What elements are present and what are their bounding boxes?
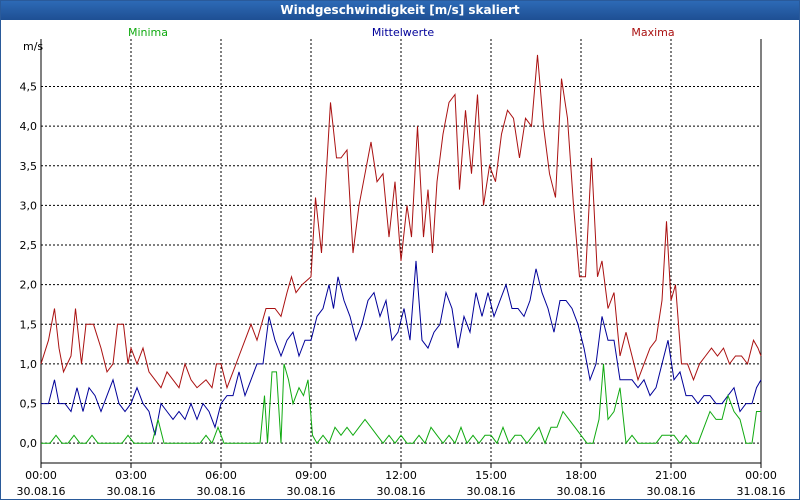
series-line-minima — [41, 363, 761, 445]
x-tick-date-4: 30.08.16 — [377, 485, 426, 498]
x-tick-date-0: 30.08.16 — [17, 485, 66, 498]
chart-title: Windgeschwindigkeit [m/s] skaliert — [1, 1, 799, 20]
x-tick-time-6: 18:00 — [565, 469, 597, 482]
y-tick-label-2: 1,0 — [20, 358, 38, 371]
legend-maxima: Maxima — [631, 26, 674, 39]
x-tick-time-4: 12:00 — [385, 469, 417, 482]
x-axis-tick-labels: 00:00 30.08.16 03:00 30.08.16 06:00 30.08.16 0… — [17, 469, 786, 498]
legend: Minima Mittelwerte Maxima — [128, 26, 675, 39]
y-tick-label-7: 3,5 — [20, 160, 38, 173]
x-tick-time-3: 09:00 — [295, 469, 327, 482]
x-tick-time-5: 15:00 — [475, 469, 507, 482]
data-series — [40, 54, 762, 445]
x-tick-time-1: 03:00 — [115, 469, 147, 482]
grid-lines — [41, 39, 761, 463]
legend-minima: Minima — [128, 26, 168, 39]
x-tick-date-2: 30.08.16 — [197, 485, 246, 498]
y-tick-label-0: 0,0 — [20, 437, 38, 450]
y-axis-tick-labels: 0,0 0,5 1,0 1,5 2,0 2,5 3,0 3,5 4,0 4,5 — [20, 81, 38, 451]
axes — [40, 39, 762, 468]
y-tick-label-5: 2,5 — [20, 239, 38, 252]
x-tick-time-2: 06:00 — [205, 469, 237, 482]
x-tick-date-8: 31.08.16 — [737, 485, 786, 498]
x-tick-time-8: 00:00 — [745, 469, 777, 482]
y-tick-label-1: 0,5 — [20, 398, 38, 411]
y-tick-label-9: 4,5 — [20, 81, 38, 94]
x-tick-time-7: 21:00 — [655, 469, 687, 482]
y-axis-unit-label: m/s — [23, 40, 43, 53]
y-tick-label-4: 2,0 — [20, 279, 38, 292]
x-tick-date-5: 30.08.16 — [467, 485, 516, 498]
y-tick-label-3: 1,5 — [20, 318, 38, 331]
x-tick-date-3: 30.08.16 — [287, 485, 336, 498]
y-tick-label-6: 3,0 — [20, 199, 38, 212]
y-tick-label-8: 4,0 — [20, 120, 38, 133]
x-tick-time-0: 00:00 — [25, 469, 57, 482]
x-tick-date-6: 30.08.16 — [557, 485, 606, 498]
series-line-maxima — [40, 54, 762, 390]
legend-mittelwerte: Mittelwerte — [372, 26, 435, 39]
x-tick-date-1: 30.08.16 — [107, 485, 156, 498]
x-tick-date-7: 30.08.16 — [647, 485, 696, 498]
series-line-mittelwerte — [41, 260, 762, 436]
